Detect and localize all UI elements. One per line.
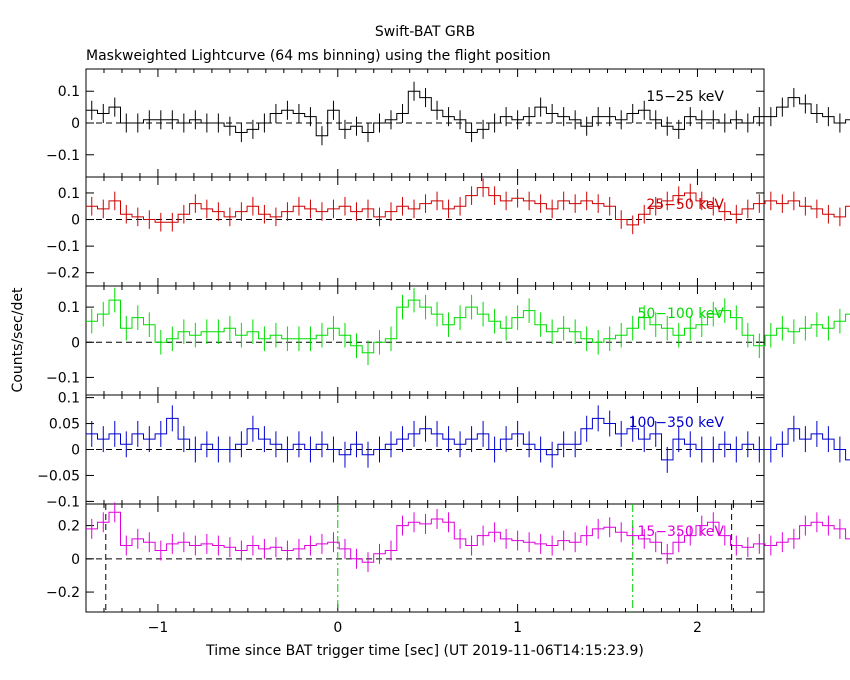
chart-title: Swift-BAT GRB bbox=[375, 24, 475, 40]
y-tick-label: 0.1 bbox=[58, 186, 80, 202]
y-tick-label: −0.2 bbox=[46, 266, 80, 282]
panel-3: 0.1 0 −0.1 50−100 keV bbox=[46, 285, 850, 396]
y-tick-label: 0.1 bbox=[58, 391, 80, 407]
lightcurve-step bbox=[86, 90, 850, 137]
panel-frame bbox=[85, 503, 765, 613]
panel-4: 0.1 0.05 0 −0.05 −0.1 100−350 keV bbox=[37, 391, 850, 510]
x-axis-label: Time since BAT trigger time [sec] (UT 20… bbox=[205, 643, 644, 659]
y-tick-label: 0.05 bbox=[49, 417, 80, 433]
y-tick-label: 0 bbox=[71, 552, 80, 568]
y-tick-label: 0 bbox=[71, 116, 80, 132]
band-label: 15−350 keV bbox=[637, 524, 724, 540]
band-label: 100−350 keV bbox=[629, 415, 725, 431]
y-tick-label: −0.1 bbox=[46, 370, 80, 386]
lightcurve-step bbox=[86, 511, 850, 563]
band-label: 50−100 keV bbox=[637, 306, 724, 322]
y-tick-label: −0.1 bbox=[46, 148, 80, 164]
y-tick-label: −0.2 bbox=[46, 585, 80, 601]
panel-frame bbox=[85, 176, 765, 287]
y-tick-label: −0.1 bbox=[46, 494, 80, 510]
x-tick-label: 2 bbox=[693, 620, 702, 636]
y-tick-label: −0.05 bbox=[37, 468, 80, 484]
band-label: 15−25 keV bbox=[646, 89, 724, 105]
lightcurve-step bbox=[86, 299, 850, 354]
x-tick-label: −1 bbox=[148, 620, 169, 636]
panel-frame bbox=[85, 285, 765, 396]
chart-subtitle: Maskweighted Lightcurve (64 ms binning) … bbox=[86, 48, 551, 64]
lightcurve-step bbox=[86, 187, 850, 226]
panel-5: 0.2 0 −0.2 15−350 keV −1 0 1 2 bbox=[46, 502, 850, 636]
y-tick-label: 0.1 bbox=[58, 300, 80, 316]
y-tick-label: 0.1 bbox=[58, 84, 80, 100]
y-tick-label: 0 bbox=[71, 443, 80, 459]
band-label: 25−50 keV bbox=[646, 197, 724, 213]
x-tick-label: 0 bbox=[333, 620, 342, 636]
x-tick-label: 1 bbox=[513, 620, 522, 636]
y-tick-label: 0 bbox=[71, 213, 80, 229]
y-axis-label: Counts/sec/det bbox=[10, 287, 26, 392]
lightcurve-step bbox=[86, 417, 850, 461]
panel-1: 0.1 0 −0.1 15−25 keV bbox=[46, 68, 850, 178]
y-tick-label: 0.2 bbox=[58, 519, 80, 535]
panel-2: 0.1 0 −0.1 −0.2 25−50 keV bbox=[46, 176, 850, 287]
y-tick-label: −0.1 bbox=[46, 239, 80, 255]
y-tick-label: 0 bbox=[71, 335, 80, 351]
